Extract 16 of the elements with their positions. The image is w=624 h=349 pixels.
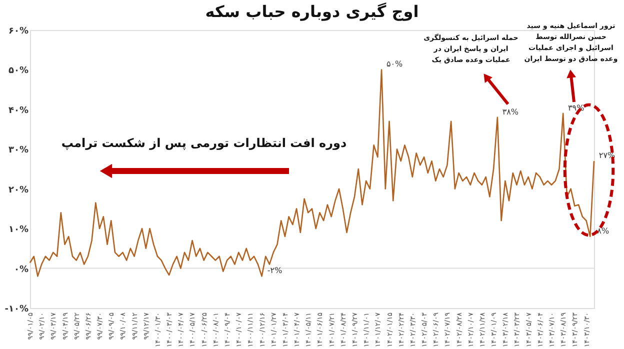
chart-title: اوج گیری دوباره حباب سکه — [205, 2, 419, 21]
y-tick-label: ۳۰% — [8, 146, 28, 156]
data-label: ۵۰% — [386, 60, 404, 69]
y-tick-label: ۰% — [14, 264, 28, 275]
y-tick-label: ۲۰% — [8, 185, 28, 196]
y-tick-label: ۶۰% — [8, 26, 28, 36]
y-tick-label: -۱۰% — [4, 304, 28, 314]
y-tick-label: ۴۰% — [8, 106, 28, 116]
annotation: دوره افت انتظارات تورمی پس از شکست ترامپ — [61, 136, 347, 150]
data-label: ۲۷% — [598, 151, 616, 160]
y-tick-label: ۵۰% — [8, 66, 28, 76]
data-label: ۳۸% — [502, 107, 519, 116]
data-label: -۲% — [267, 266, 283, 276]
y-tick-label: ۱۰% — [8, 225, 28, 236]
data-label: ۸% — [597, 226, 610, 236]
line-series — [29, 69, 595, 277]
